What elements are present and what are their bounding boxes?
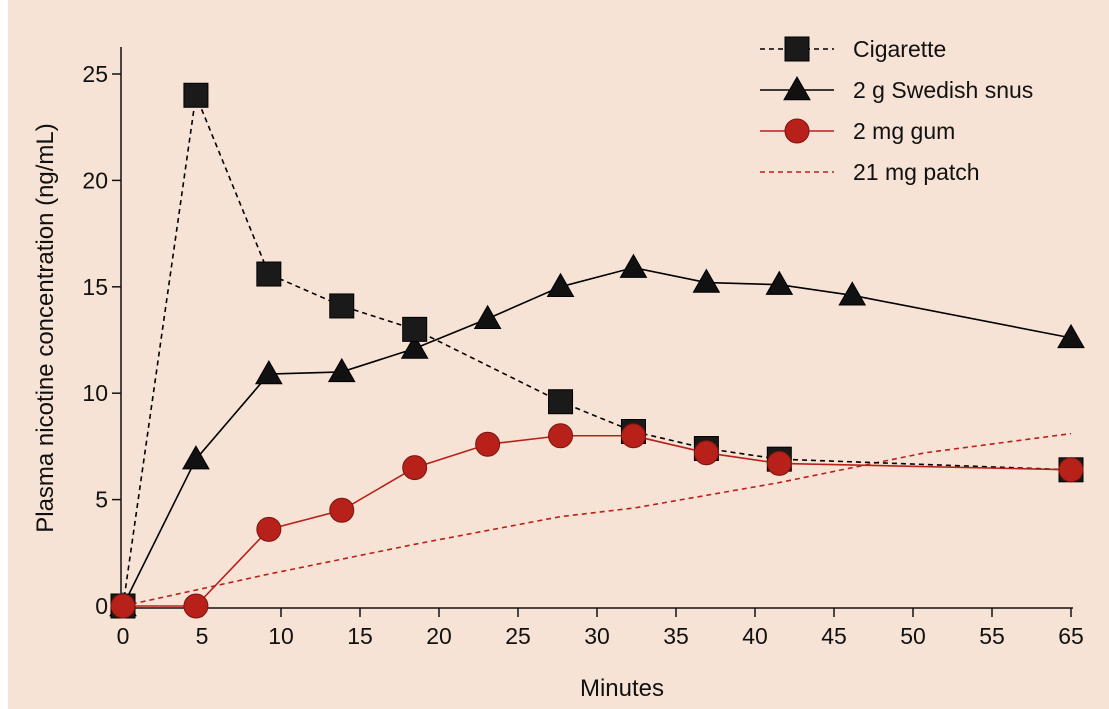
- data-point-2-mg-gum: [475, 431, 501, 457]
- y-tick-label: 25: [82, 61, 108, 87]
- data-point-2-mg-gum: [1058, 457, 1084, 483]
- data-point-2-g-swedish-snus: [1057, 323, 1085, 349]
- data-point-2-g-swedish-snus: [838, 281, 867, 306]
- legend: Cigarette 2 g Swedish snus 2 mg gum 21 mg p…: [760, 36, 1033, 185]
- y-tick-label: 5: [95, 487, 108, 513]
- y-tick-label: 15: [82, 274, 108, 300]
- x-tick-label: 55: [979, 623, 1005, 649]
- y-tick-label: 0: [95, 593, 108, 619]
- series-line-cigarette: [122, 92, 1072, 607]
- data-point-2-mg-gum: [620, 423, 646, 449]
- data-point-2-mg-gum: [693, 440, 719, 466]
- x-tick-label: 35: [663, 623, 689, 649]
- data-point-2-mg-gum: [183, 593, 209, 619]
- series-line-2-g-swedish-snus: [122, 266, 1072, 607]
- x-tick-label: 15: [347, 623, 373, 649]
- legend-marker-cigarette: [784, 36, 810, 62]
- x-tick-label: 0: [117, 623, 130, 649]
- data-point-2-g-swedish-snus: [619, 253, 648, 278]
- legend-item-21-mg-patch: 21 mg patch: [760, 159, 980, 185]
- x-tick-label: 25: [505, 623, 531, 649]
- legend-marker-2-g-swedish-snus: [783, 75, 811, 101]
- data-point-2-g-swedish-snus: [473, 304, 502, 329]
- x-tick-label: 40: [742, 623, 768, 649]
- legend-label-2-mg-gum: 2 mg gum: [853, 118, 955, 144]
- legend-label-cigarette: Cigarette: [853, 36, 946, 62]
- x-tick-label: 45: [821, 623, 847, 649]
- y-axis-label: Plasma nicotine concentration (ng/mL): [32, 123, 59, 533]
- data-point-2-mg-gum: [110, 593, 136, 619]
- y-tick-label: 20: [82, 167, 108, 193]
- data-point-cigarette: [548, 389, 574, 415]
- legend-label-21-mg-patch: 21 mg patch: [853, 159, 980, 185]
- data-point-2-mg-gum: [402, 455, 428, 481]
- x-tick-label: 10: [268, 623, 294, 649]
- data-point-cigarette: [402, 316, 428, 342]
- legend-item-2-mg-gum: 2 mg gum: [760, 118, 955, 144]
- x-axis-label: Minutes: [580, 675, 664, 702]
- data-point-2-g-swedish-snus: [400, 334, 429, 359]
- x-tick-label: 20: [426, 623, 452, 649]
- series-layer: [109, 82, 1085, 619]
- x-ticks: 0 5 10 15 20 25 30 35 40 45 50 55 65: [117, 608, 1084, 649]
- data-point-2-mg-gum: [548, 423, 574, 449]
- data-point-2-g-swedish-snus: [765, 270, 794, 295]
- data-point-2-g-swedish-snus: [327, 357, 356, 383]
- legend-label-2-g-swedish-snus: 2 g Swedish snus: [853, 77, 1033, 103]
- series-2-mg-gum: [110, 423, 1084, 619]
- legend-item-2-g-swedish-snus: 2 g Swedish snus: [760, 75, 1033, 103]
- legend-marker-2-mg-gum: [784, 118, 810, 144]
- data-point-2-g-swedish-snus: [546, 272, 575, 298]
- data-point-cigarette: [256, 261, 282, 287]
- data-point-2-g-swedish-snus: [692, 268, 721, 293]
- legend-item-cigarette: Cigarette: [760, 36, 946, 62]
- chart-background: [8, 0, 1109, 709]
- series-2-g-swedish-snus: [109, 253, 1085, 617]
- x-tick-label: 30: [584, 623, 610, 649]
- data-point-cigarette: [329, 293, 355, 319]
- data-point-2-mg-gum: [329, 497, 355, 523]
- x-tick-label: 65: [1058, 623, 1084, 649]
- x-tick-label: 5: [196, 623, 209, 649]
- data-point-2-mg-gum: [766, 450, 792, 476]
- data-point-2-mg-gum: [256, 516, 282, 542]
- data-point-cigarette: [183, 82, 209, 108]
- y-ticks: 0 5 10 15 20 25: [82, 61, 121, 619]
- x-tick-label: 50: [900, 623, 926, 649]
- data-point-2-g-swedish-snus: [182, 445, 210, 470]
- data-point-2-g-swedish-snus: [254, 360, 283, 385]
- y-tick-label: 10: [82, 380, 108, 406]
